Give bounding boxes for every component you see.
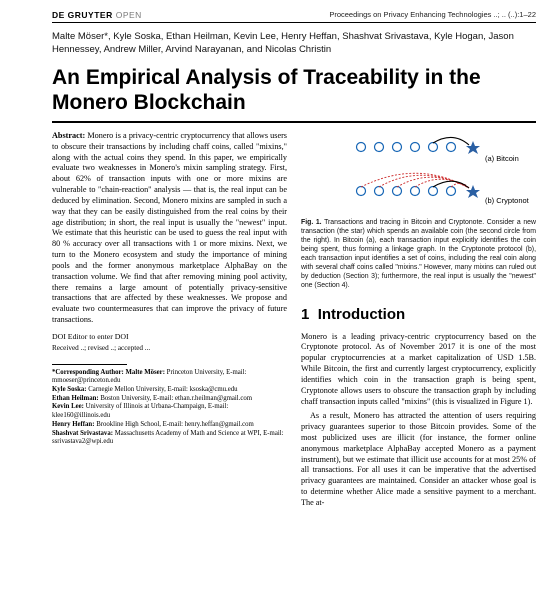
- affil-row: Kevin Lee: University of Illinois at Urb…: [52, 403, 287, 420]
- intro-p1: Monero is a leading privacy-centric cryp…: [301, 332, 536, 408]
- figure-svg: (a) Bitcoin: [309, 131, 529, 215]
- affil-name: Kyle Soska:: [52, 386, 87, 393]
- journal-info: Proceedings on Privacy Enhancing Technol…: [329, 10, 536, 19]
- affil-name: Kevin Lee:: [52, 403, 84, 410]
- affil-inst: Carnegie Mellon University, E-mail: ksos…: [88, 386, 237, 393]
- fig-label-b: (b) Cryptonote: [485, 196, 529, 205]
- affil-name: *Corresponding Author: Malte Möser:: [52, 369, 165, 376]
- affil-inst: Boston University, E-mail: ethan.r.heilm…: [100, 395, 252, 402]
- received-line: Received ..; revised ..; accepted ...: [52, 344, 287, 354]
- abstract-text: Monero is a privacy-centric cryptocurren…: [52, 131, 287, 324]
- fig-label-a: (a) Bitcoin: [485, 154, 519, 163]
- title-rule: [52, 121, 536, 123]
- two-column-body: Abstract: Monero is a privacy-centric cr…: [52, 131, 536, 513]
- affil-rule: [52, 364, 127, 365]
- affil-name: Ethan Heilman:: [52, 395, 99, 402]
- section-heading: 1 Introduction: [301, 305, 536, 325]
- figure-caption: Fig. 1. Transactions and tracing in Bitc…: [301, 219, 536, 291]
- affil-inst: Brookline High School, E-mail: henry.hef…: [96, 421, 254, 428]
- affil-row: Shashvat Srivastava: Massachusetts Acade…: [52, 430, 287, 447]
- publisher-logo: DE GRUYTEROPEN: [52, 10, 142, 20]
- publisher-name: DE GRUYTER: [52, 10, 113, 20]
- affil-name: Henry Heffan:: [52, 421, 94, 428]
- publisher-header: DE GRUYTEROPEN Proceedings on Privacy En…: [52, 10, 536, 20]
- abstract-paragraph: Abstract: Monero is a privacy-centric cr…: [52, 131, 287, 326]
- abstract-label: Abstract:: [52, 131, 85, 140]
- publisher-open: OPEN: [116, 10, 142, 20]
- figure-caption-text: Transactions and tracing in Bitcoin and …: [301, 219, 536, 289]
- figure-caption-label: Fig. 1.: [301, 219, 322, 226]
- affil-name: Shashvat Srivastava:: [52, 430, 113, 437]
- right-column: (a) Bitcoin: [301, 131, 536, 513]
- left-column: Abstract: Monero is a privacy-centric cr…: [52, 131, 287, 513]
- header-rule: [52, 22, 536, 23]
- figure-1: (a) Bitcoin: [301, 131, 536, 291]
- section-num: 1: [301, 306, 309, 323]
- section-title: Introduction: [318, 306, 405, 323]
- paper-title: An Empirical Analysis of Traceability in…: [52, 65, 536, 115]
- arxiv-sidebar: arXiv:1704.04299v4 [cs.CR] 23 Apr 2018: [4, 0, 38, 601]
- affil-row: Henry Heffan: Brookline High School, E-m…: [52, 421, 287, 430]
- affiliations: *Corresponding Author: Malte Möser: Prin…: [52, 369, 287, 447]
- doi-line: DOI Editor to enter DOI: [52, 332, 287, 342]
- authors-line: Malte Möser*, Kyle Soska, Ethan Heilman,…: [52, 31, 536, 57]
- intro-p2: As a result, Monero has attracted the at…: [301, 411, 536, 508]
- affil-row: Ethan Heilman: Boston University, E-mail…: [52, 395, 287, 404]
- affil-row: *Corresponding Author: Malte Möser: Prin…: [52, 369, 287, 386]
- paper-page: DE GRUYTEROPEN Proceedings on Privacy En…: [40, 0, 548, 513]
- affil-row: Kyle Soska: Carnegie Mellon University, …: [52, 386, 287, 395]
